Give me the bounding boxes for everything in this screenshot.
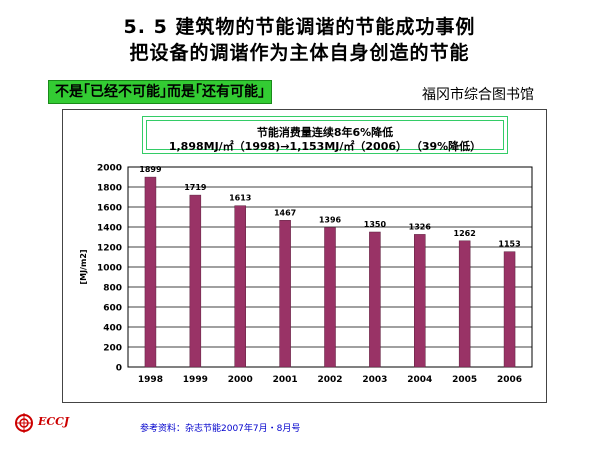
y-tick-label: 600 (103, 304, 122, 314)
y-tick-label: 0 (116, 364, 122, 374)
y-tick-label: 800 (103, 284, 122, 294)
y-tick-label: 1200 (97, 244, 122, 254)
data-label: 1326 (409, 222, 432, 231)
y-axis-label: [MJ/m2] (79, 249, 88, 284)
chart-note-inner-border: 节能消费量连续8年6%降低 1,898MJ/㎡（1998)→1,153MJ/㎡（… (146, 120, 504, 153)
y-tick-label: 1800 (97, 184, 122, 194)
data-label: 1396 (319, 215, 342, 224)
eccj-logo-icon (15, 413, 33, 433)
bar (414, 234, 426, 368)
chart-note-line1: 节能消费量连续8年6%降低 (256, 126, 394, 139)
y-tick-label: 2000 (97, 164, 122, 174)
x-tick-label: 2002 (317, 375, 342, 385)
bar (324, 227, 336, 368)
logo-text: ECCJ (38, 415, 70, 428)
bar (369, 231, 381, 368)
data-label: 1153 (498, 240, 520, 249)
highlight-tag: 不是｢已经不可能｣而是｢还有可能｣ (48, 80, 272, 104)
source-reference: 参考资料：杂志节能2007年7月・8月号 (140, 424, 301, 434)
data-label: 1899 (139, 165, 162, 174)
energy-bar-chart: 0 200 400 600 800 1000 1200 1400 1600 1800 2000 189… (79, 164, 533, 385)
x-tick-label: 2003 (362, 375, 387, 385)
x-tick-label: 2006 (497, 375, 522, 385)
data-label: 1467 (274, 208, 296, 217)
data-label: 1350 (364, 220, 387, 229)
chart-note-line2: 1,898MJ/㎡（1998)→1,153MJ/㎡（2006） （39%降低） (168, 140, 482, 153)
bar (279, 220, 291, 368)
chart-note-box: 节能消费量连续8年6%降低 1,898MJ/㎡（1998)→1,153MJ/㎡（… (142, 116, 508, 154)
x-tick-label: 2005 (452, 375, 477, 385)
slide-title-line2: 把设备的调谐作为主体自身创造的节能 (129, 42, 470, 64)
bar (458, 240, 471, 368)
building-name: 福冈市综合图书馆 (422, 87, 534, 103)
y-tick-label: 1000 (97, 264, 122, 274)
bar (234, 205, 246, 368)
y-tick-label: 1400 (97, 224, 122, 234)
bar (503, 251, 516, 368)
slide-title-line1: 5. 5 建筑物的节能调谐的节能成功事例 (123, 16, 476, 38)
data-label: 1719 (184, 183, 207, 192)
y-tick-label: 1600 (97, 204, 122, 214)
x-tick-label: 1999 (183, 375, 208, 385)
x-tick-label: 2004 (407, 375, 432, 385)
x-tick-label: 2001 (273, 375, 298, 385)
x-tick-label: 2000 (228, 375, 253, 385)
bar (189, 194, 202, 368)
y-tick-label: 400 (103, 324, 122, 334)
data-label: 1613 (229, 194, 251, 203)
x-tick-label: 1998 (138, 375, 163, 385)
y-tick-label: 200 (103, 344, 122, 354)
data-label: 1262 (454, 229, 476, 238)
bar (144, 176, 157, 368)
